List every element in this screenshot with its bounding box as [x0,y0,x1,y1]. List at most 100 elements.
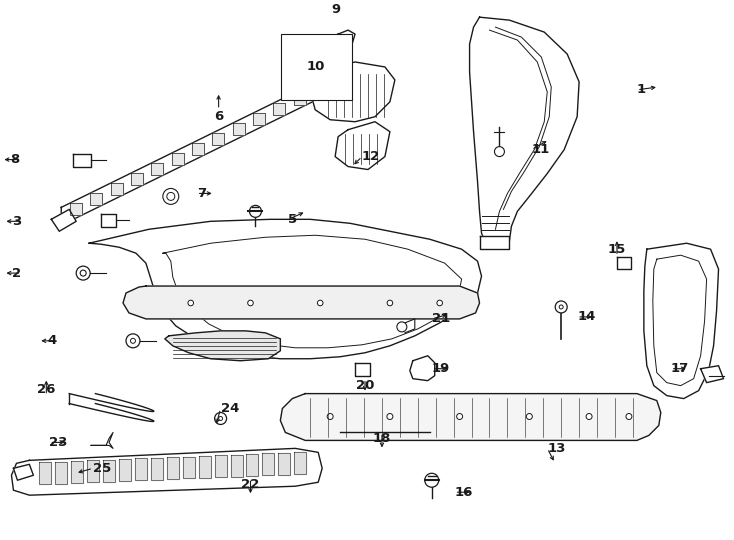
Text: 22: 22 [241,478,260,491]
Text: 16: 16 [454,485,473,499]
Polygon shape [165,331,280,361]
Circle shape [80,270,86,276]
Polygon shape [183,457,195,478]
Circle shape [387,300,393,306]
Circle shape [555,301,567,313]
Text: 17: 17 [671,362,689,375]
Text: 2: 2 [12,267,21,280]
Polygon shape [135,458,147,481]
Polygon shape [479,237,509,249]
Polygon shape [199,456,211,478]
Circle shape [247,300,253,306]
Text: 25: 25 [93,462,112,475]
Polygon shape [192,143,204,155]
Circle shape [559,305,563,309]
Circle shape [76,266,90,280]
Text: 21: 21 [432,313,450,326]
Polygon shape [40,462,51,484]
Text: 4: 4 [47,334,57,347]
Polygon shape [13,464,33,480]
Polygon shape [273,103,286,115]
Polygon shape [212,133,225,145]
Polygon shape [111,183,123,195]
Circle shape [131,339,136,343]
Polygon shape [55,462,68,484]
Polygon shape [12,448,322,495]
Polygon shape [61,63,355,225]
Polygon shape [151,458,163,480]
Polygon shape [51,210,76,231]
Polygon shape [617,257,631,269]
Circle shape [167,192,175,200]
Polygon shape [280,394,661,441]
Circle shape [397,322,407,332]
Text: 8: 8 [10,153,19,166]
Polygon shape [172,153,184,165]
Circle shape [219,416,222,421]
Polygon shape [470,17,579,249]
Polygon shape [314,83,326,95]
Circle shape [457,414,462,420]
Polygon shape [167,457,179,479]
Text: 9: 9 [332,3,341,16]
Polygon shape [89,219,482,359]
Polygon shape [701,366,724,383]
Circle shape [327,414,333,420]
Polygon shape [340,64,365,86]
Polygon shape [73,153,91,166]
Text: 24: 24 [221,402,239,415]
Polygon shape [335,73,346,85]
Text: 23: 23 [49,436,68,449]
Text: 19: 19 [432,362,450,375]
Text: 20: 20 [356,379,374,392]
Circle shape [126,334,140,348]
Text: 11: 11 [531,143,550,156]
Polygon shape [355,363,370,376]
Text: 12: 12 [362,150,380,163]
Polygon shape [87,461,99,482]
Text: 1: 1 [637,83,646,96]
Circle shape [437,300,443,306]
Circle shape [250,205,261,217]
Polygon shape [123,286,479,319]
Polygon shape [151,163,163,175]
Polygon shape [247,454,258,476]
Circle shape [495,147,504,157]
Circle shape [387,414,393,420]
Text: 26: 26 [37,383,56,396]
Circle shape [626,414,632,420]
Polygon shape [410,356,435,381]
Circle shape [317,300,323,306]
Circle shape [188,300,194,306]
Polygon shape [335,122,390,170]
Polygon shape [103,460,115,482]
Text: 15: 15 [608,243,626,256]
Polygon shape [214,455,227,477]
Text: 13: 13 [548,442,566,455]
Circle shape [163,188,179,204]
Text: 3: 3 [12,215,21,228]
Polygon shape [71,461,83,483]
Polygon shape [253,113,265,125]
Polygon shape [310,62,395,122]
Polygon shape [131,173,143,185]
Polygon shape [70,203,82,215]
Text: 10: 10 [307,60,325,73]
Circle shape [586,414,592,420]
Polygon shape [90,193,102,205]
Circle shape [526,414,532,420]
Text: 7: 7 [197,187,206,200]
Polygon shape [294,93,305,105]
Polygon shape [294,452,306,474]
Text: 14: 14 [577,310,595,323]
Text: 6: 6 [214,110,223,123]
Polygon shape [233,123,244,135]
Polygon shape [335,30,355,48]
Text: 18: 18 [373,433,391,446]
Polygon shape [101,214,116,227]
Text: 5: 5 [288,213,297,226]
Circle shape [214,413,227,424]
Polygon shape [278,453,291,475]
Polygon shape [644,243,719,399]
Polygon shape [119,459,131,481]
